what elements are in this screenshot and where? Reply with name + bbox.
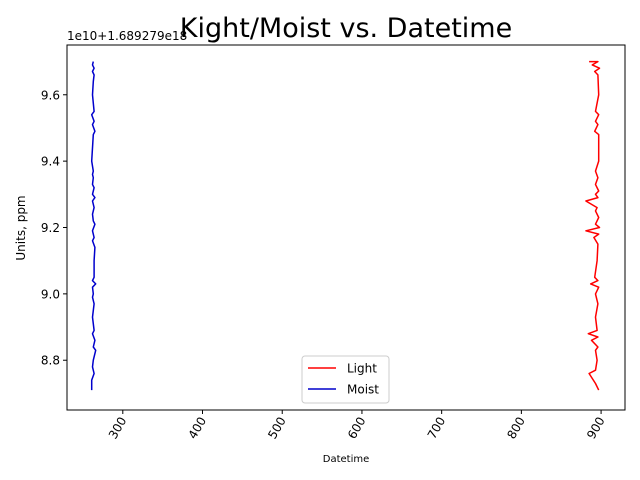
y-tick-label: 9.4 <box>41 155 60 169</box>
y-axis-ticks: 8.8 9.0 9.2 9.4 9.6 <box>41 88 67 368</box>
y-tick-label: 9.0 <box>41 287 60 301</box>
plot-lines <box>90 60 601 391</box>
y-tick-label: 9.6 <box>41 88 60 102</box>
y-axis-offset-label: 1e10+1.689279e18 <box>67 29 187 43</box>
legend-label-moist: Moist <box>347 383 379 397</box>
series-line-moist <box>90 61 97 391</box>
chart-title: Kight/Moist vs. Datetime <box>180 13 512 44</box>
y-axis-label: Units, ppm <box>14 195 28 260</box>
legend-label-light: Light <box>347 362 377 376</box>
legend: Light Moist <box>301 355 390 404</box>
x-axis-label: Datetime <box>323 454 370 465</box>
y-tick-label: 8.8 <box>41 354 60 368</box>
series-line-light <box>585 60 601 391</box>
y-tick-label: 9.2 <box>41 221 60 235</box>
